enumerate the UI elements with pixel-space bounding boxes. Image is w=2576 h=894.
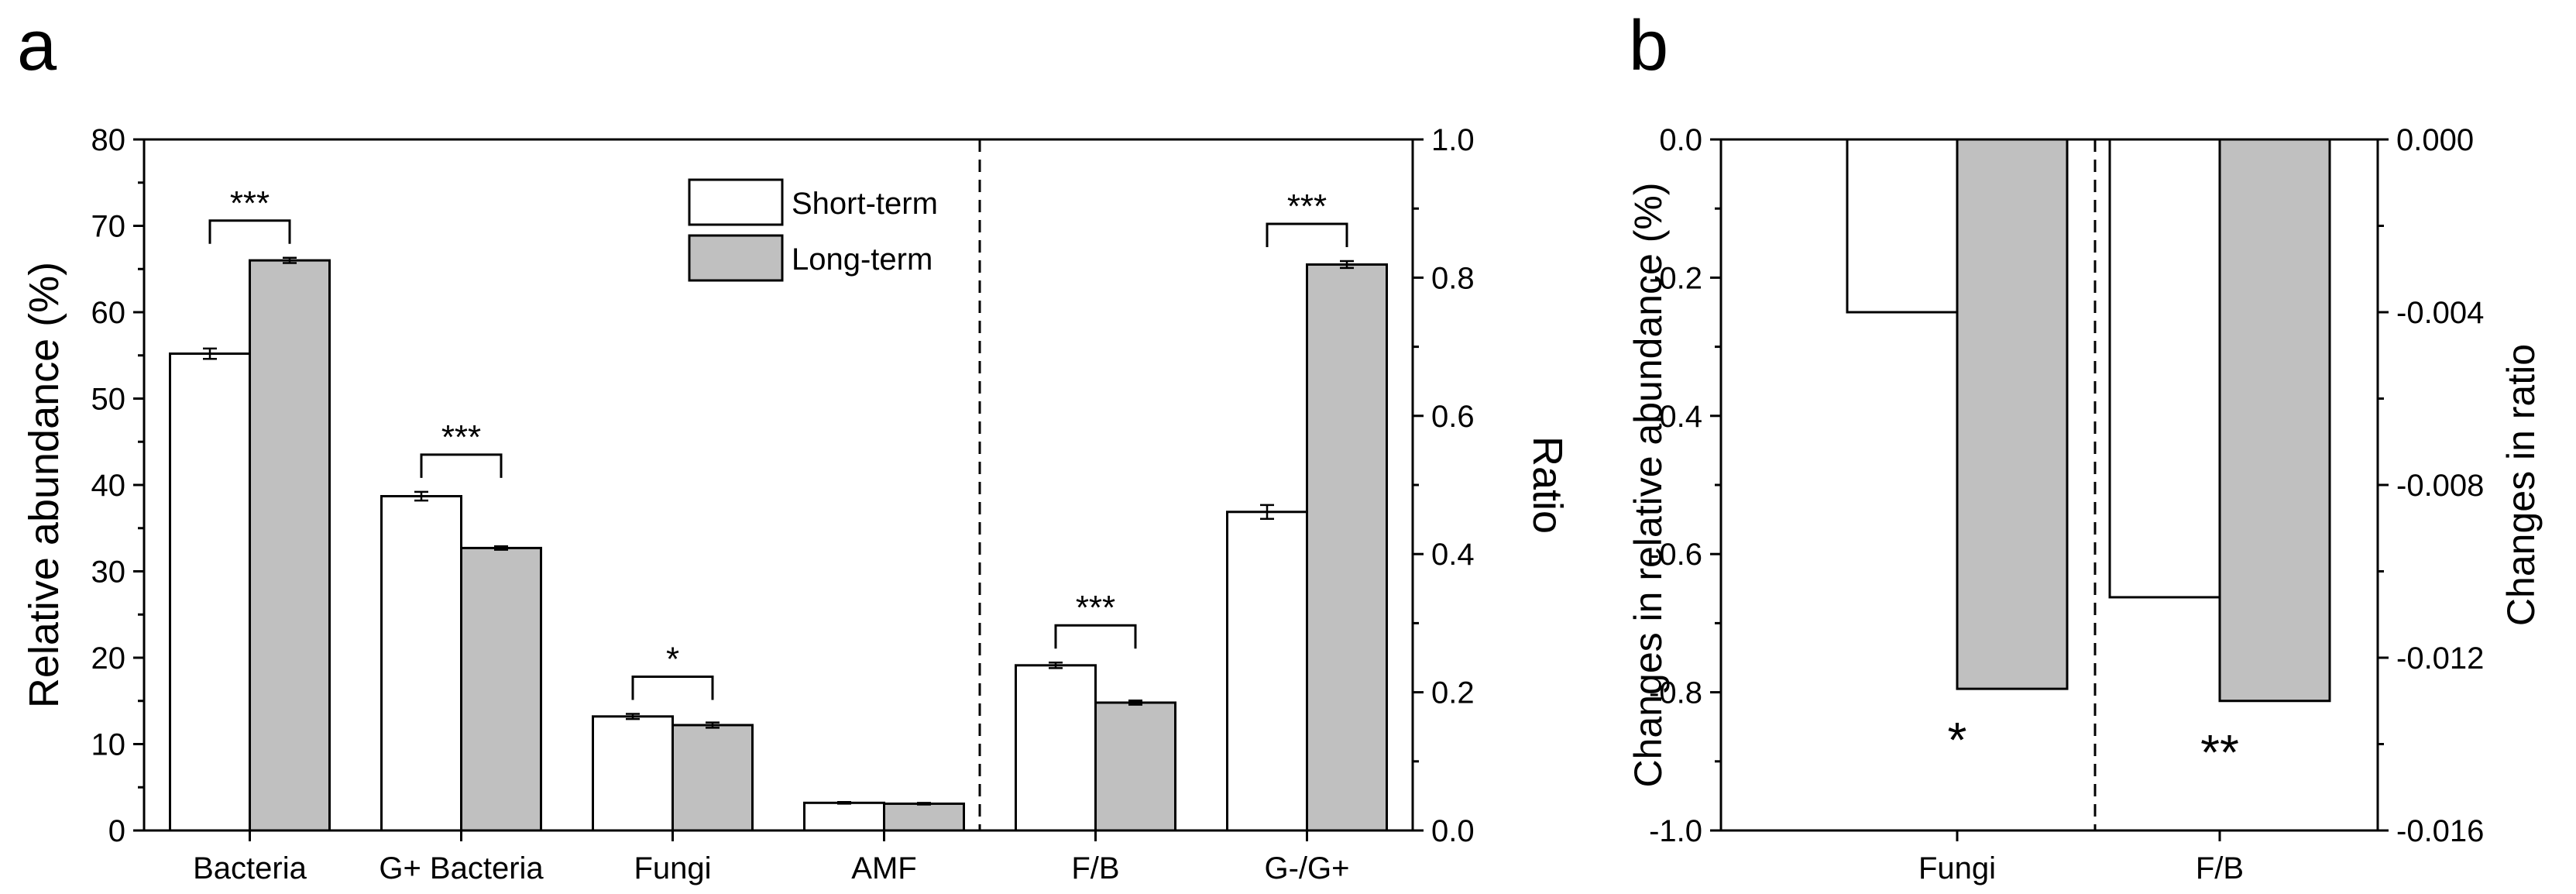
significance-label: *** bbox=[1076, 589, 1115, 627]
panel-a-significance: ************* bbox=[208, 184, 1348, 700]
y-tick-label: -0.4 bbox=[1649, 400, 1702, 434]
significance-bracket bbox=[1266, 222, 1348, 247]
bar-long-term bbox=[1094, 701, 1176, 832]
significance-label: * bbox=[666, 640, 679, 678]
significance-bracket bbox=[420, 453, 503, 478]
panel-a-letter: a bbox=[17, 6, 57, 85]
panel-b: b Changes in relative abundance (%) Chan… bbox=[1626, 6, 2543, 885]
y2-tick-label: 0.2 bbox=[1431, 676, 1475, 710]
y-tick-label: 50 bbox=[91, 383, 126, 417]
bar-short-term bbox=[1015, 664, 1097, 832]
significance-label: *** bbox=[441, 418, 481, 456]
x-tick-label: G+ Bacteria bbox=[379, 851, 544, 885]
y2-tick-label: 0.000 bbox=[2396, 123, 2474, 157]
y2-tick-label: -0.012 bbox=[2396, 641, 2484, 676]
bar-short-term bbox=[380, 494, 462, 832]
significance-label: *** bbox=[230, 184, 270, 222]
bar-long-term bbox=[883, 802, 965, 832]
panel-b-left-ticks: 0.0 -0.2 -0.4 -0.6 -0.8 -1.0 bbox=[1649, 123, 1721, 848]
panel-a-category-labels: Bacteria G+ Bacteria Fungi AMF F/B G-/G+ bbox=[193, 830, 1350, 885]
panel-a-bars bbox=[169, 256, 1388, 832]
y-tick-label: 20 bbox=[91, 641, 126, 676]
y-tick-label: 60 bbox=[91, 296, 126, 330]
x-tick-label: F/B bbox=[2196, 851, 2244, 885]
x-tick-label: AMF bbox=[851, 851, 916, 885]
bar-long-term bbox=[1956, 138, 2069, 690]
panel-b-letter: b bbox=[1629, 6, 1668, 85]
y-tick-label: -0.2 bbox=[1649, 261, 1702, 295]
panel-b-y-axis-title: Changes in relative abundance (%) bbox=[1626, 182, 1670, 787]
legend: Short-term Long-term bbox=[688, 178, 938, 282]
x-tick-label: Fungi bbox=[634, 851, 711, 885]
y2-tick-label: 0.0 bbox=[1431, 814, 1475, 848]
panel-b-right-ticks: 0.000 -0.004 -0.008 -0.012 -0.016 bbox=[2378, 123, 2484, 848]
bar-short-term bbox=[1226, 511, 1308, 832]
panel-b-bars bbox=[1846, 138, 2331, 703]
panel-a-left-ticks: 0 10 20 30 40 50 60 70 80 bbox=[91, 123, 144, 848]
panel-a-y2-axis-title: Ratio bbox=[1524, 436, 1571, 534]
bar-short-term bbox=[169, 352, 251, 832]
significance-label: ** bbox=[2200, 724, 2239, 780]
y-tick-label: 40 bbox=[91, 469, 126, 503]
y-tick-label: 0 bbox=[108, 814, 125, 848]
bar-long-term bbox=[460, 546, 542, 832]
y2-tick-label: -0.008 bbox=[2396, 469, 2484, 503]
x-tick-label: F/B bbox=[1071, 851, 1119, 885]
significance-bracket bbox=[208, 219, 291, 244]
significance-label: * bbox=[1948, 712, 1967, 768]
bar-short-term bbox=[1846, 138, 1959, 314]
bar-long-term bbox=[2218, 138, 2331, 703]
panel-a-right-ticks: 0.0 0.2 0.4 0.6 0.8 1.0 bbox=[1413, 123, 1475, 848]
significance-bracket bbox=[631, 675, 714, 700]
x-tick-label: Fungi bbox=[1918, 851, 1996, 885]
y2-tick-label: 0.4 bbox=[1431, 538, 1475, 572]
x-tick-label: G-/G+ bbox=[1264, 851, 1349, 885]
y-tick-label: 80 bbox=[91, 123, 126, 157]
y2-tick-label: 0.6 bbox=[1431, 400, 1475, 434]
legend-swatch-short-term bbox=[688, 178, 784, 226]
bar-long-term bbox=[249, 259, 331, 832]
y-tick-label: -1.0 bbox=[1649, 814, 1702, 848]
legend-label-long-term: Long-term bbox=[792, 242, 933, 277]
bar-long-term bbox=[1306, 263, 1388, 832]
panel-b-category-labels: Fungi F/B bbox=[1918, 830, 2244, 885]
y-tick-label: -0.6 bbox=[1649, 538, 1702, 572]
panel-a: a Relative abundance (%) Ratio 0 10 20 30 40… bbox=[17, 6, 1571, 885]
y-tick-label: 30 bbox=[91, 555, 126, 590]
legend-swatch-long-term bbox=[688, 234, 784, 282]
x-tick-label: Bacteria bbox=[193, 851, 307, 885]
y-tick-label: 0.0 bbox=[1659, 123, 1702, 157]
significance-label: *** bbox=[1287, 187, 1327, 225]
panel-b-y2-axis-title: Changes in ratio bbox=[2499, 344, 2543, 626]
legend-label-short-term: Short-term bbox=[792, 187, 938, 221]
panel-a-y-axis-title: Relative abundance (%) bbox=[21, 262, 67, 708]
bar-long-term bbox=[671, 724, 754, 832]
y-tick-label: 70 bbox=[91, 210, 126, 244]
significance-bracket bbox=[1054, 624, 1137, 649]
bar-short-term bbox=[2108, 138, 2221, 599]
panel-b-significance: * ** bbox=[1948, 712, 2239, 780]
y2-tick-label: -0.016 bbox=[2396, 814, 2484, 848]
y2-tick-label: -0.004 bbox=[2396, 296, 2484, 330]
y2-tick-label: 0.8 bbox=[1431, 261, 1475, 295]
bar-short-term bbox=[803, 801, 885, 832]
y2-tick-label: 1.0 bbox=[1431, 123, 1475, 157]
bar-short-term bbox=[592, 715, 674, 832]
y-tick-label: 10 bbox=[91, 728, 126, 762]
y-tick-label: -0.8 bbox=[1649, 676, 1702, 710]
